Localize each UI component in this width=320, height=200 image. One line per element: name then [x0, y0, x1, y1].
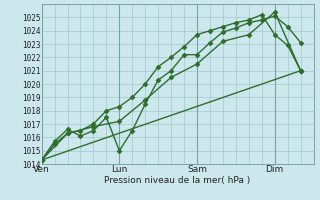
X-axis label: Pression niveau de la mer( hPa ): Pression niveau de la mer( hPa ) [104, 176, 251, 185]
